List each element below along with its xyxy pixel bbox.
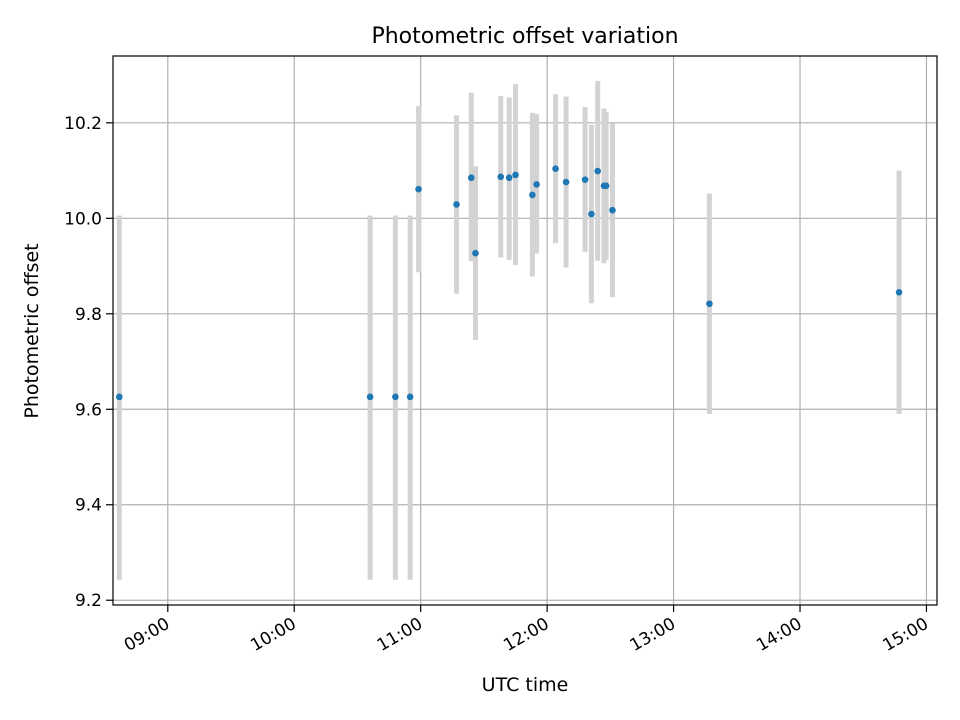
data-point xyxy=(505,174,513,182)
x-axis-label: UTC time xyxy=(482,674,569,696)
data-point xyxy=(415,185,422,193)
data-point xyxy=(453,201,460,208)
data-point xyxy=(533,181,540,188)
data-points xyxy=(116,165,903,401)
data-point xyxy=(588,210,595,218)
data-point xyxy=(609,206,616,214)
data-point xyxy=(116,393,123,401)
data-point xyxy=(581,176,589,183)
data-point xyxy=(594,167,602,175)
grid xyxy=(113,56,937,605)
data-point xyxy=(497,173,505,181)
data-point xyxy=(895,289,903,296)
data-point xyxy=(529,191,536,199)
data-point xyxy=(366,393,374,401)
data-point xyxy=(512,171,519,179)
y-tick-label: 9.4 xyxy=(75,496,102,516)
data-point xyxy=(562,178,570,186)
data-point xyxy=(602,182,610,190)
data-point xyxy=(392,393,399,401)
y-tick-label: 10.2 xyxy=(64,114,102,134)
plot-frame xyxy=(112,55,938,606)
data-point xyxy=(472,249,479,257)
chart-title: Photometric offset variation xyxy=(371,24,678,49)
y-tick-label: 9.8 xyxy=(75,305,102,325)
data-point xyxy=(706,300,713,308)
y-axis: 9.2 9.4 9.6 9.8 10.0 10.2 xyxy=(64,114,113,611)
y-tick-label: 9.6 xyxy=(75,400,102,420)
y-axis-label: Photometric offset xyxy=(21,243,43,418)
data-point xyxy=(406,393,414,401)
data-point xyxy=(552,165,559,172)
y-tick-label: 9.2 xyxy=(75,591,102,611)
y-tick-label: 10.0 xyxy=(64,209,102,229)
data-point xyxy=(467,174,475,182)
